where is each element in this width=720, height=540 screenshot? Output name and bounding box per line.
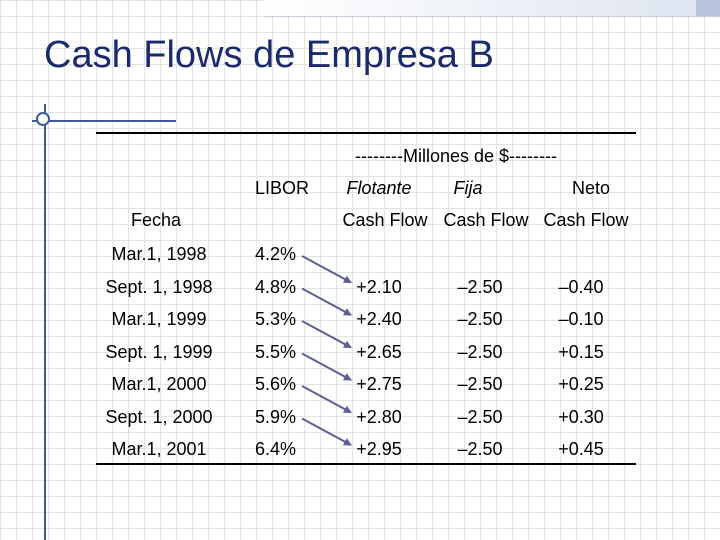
slide-title: Cash Flows de Empresa B (44, 34, 494, 76)
col-header-libor: LIBOR (254, 178, 310, 198)
table-bottom-rule (96, 463, 636, 465)
col-header-neto: Neto (571, 178, 611, 198)
cell-flotante: +2.80 (356, 407, 402, 427)
col-header-cashflow-neto: Cash Flow (543, 210, 629, 230)
cell-neto: +0.30 (558, 407, 604, 427)
cell-fecha: Mar.1, 1999 (111, 309, 207, 329)
cell-fecha: Sept. 1, 1998 (105, 277, 213, 297)
cell-fecha: Mar.1, 1998 (111, 244, 207, 264)
table-top-rule (96, 132, 636, 134)
libor-arrow (301, 287, 352, 316)
cell-fija: –2.50 (457, 439, 503, 459)
cell-flotante: +2.10 (356, 277, 402, 297)
cell-fija: –2.50 (457, 407, 503, 427)
cell-fecha: Mar.1, 2000 (111, 374, 207, 394)
libor-arrow (301, 385, 352, 414)
cell-fecha: Sept. 1, 1999 (105, 342, 213, 362)
cell-libor: 5.6% (255, 374, 297, 394)
decorative-horizontal-line (32, 120, 176, 122)
cell-neto: +0.15 (558, 342, 604, 362)
corner-decoration (264, 0, 720, 17)
cell-libor: 4.2% (255, 244, 297, 264)
libor-arrow (301, 320, 352, 349)
cell-flotante: +2.65 (356, 342, 402, 362)
cell-fecha: Sept. 1, 2000 (105, 407, 213, 427)
cell-neto: –0.10 (558, 309, 604, 329)
decorative-vertical-line (44, 104, 46, 540)
cell-libor: 5.5% (255, 342, 297, 362)
libor-arrow (301, 255, 352, 284)
col-header-fecha: Fecha (130, 210, 182, 230)
cell-libor: 6.4% (255, 439, 297, 459)
libor-arrow (301, 417, 352, 446)
decorative-ring (36, 112, 50, 126)
cell-libor: 4.8% (255, 277, 297, 297)
col-header-cashflow-flotante: Cash Flow (342, 210, 428, 230)
cell-fija: –2.50 (457, 309, 503, 329)
units-header: --------Millones de $-------- (355, 146, 557, 166)
cell-flotante: +2.95 (356, 439, 402, 459)
libor-arrow (301, 352, 352, 381)
cell-neto: +0.25 (558, 374, 604, 394)
col-header-flotante: Flotante (346, 178, 412, 198)
corner-decoration-accent (696, 0, 720, 16)
cell-flotante: +2.75 (356, 374, 402, 394)
col-header-fija: Fija (453, 178, 483, 198)
cell-flotante: +2.40 (356, 309, 402, 329)
cell-fija: –2.50 (457, 277, 503, 297)
cell-fija: –2.50 (457, 342, 503, 362)
cell-fija: –2.50 (457, 374, 503, 394)
cell-libor: 5.3% (255, 309, 297, 329)
cell-neto: –0.40 (558, 277, 604, 297)
cell-libor: 5.9% (255, 407, 297, 427)
cell-fecha: Mar.1, 2001 (111, 439, 207, 459)
col-header-cashflow-fija: Cash Flow (443, 210, 529, 230)
cell-neto: +0.45 (558, 439, 604, 459)
